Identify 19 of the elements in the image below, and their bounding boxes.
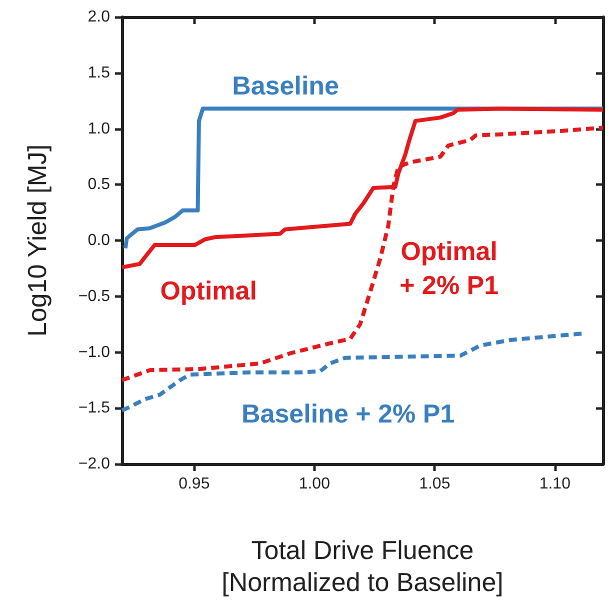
x-tick-label: 0.95 (178, 476, 210, 492)
x-tick-label: 1.05 (419, 476, 450, 492)
y-axis-title: Log10 Yield [MJ] (22, 144, 52, 337)
x-tick-label: 1.00 (298, 476, 330, 492)
y-tick-label: −2.0 (78, 456, 110, 472)
y-tick-label: 1.0 (88, 120, 110, 138)
y-tick-label: −1.5 (78, 400, 110, 417)
x-axis-title: Total Drive Fluence [Normalized to Baseline] (222, 535, 504, 597)
y-tick-label: −1.0 (78, 344, 110, 361)
series-label: Optimal (160, 276, 257, 306)
series-label: Optimal + 2% P1 (400, 236, 499, 300)
y-tick-label: 0.0 (88, 232, 110, 249)
series-label: Baseline (232, 70, 340, 100)
series-label: Baseline + 2% P1 (241, 398, 455, 429)
y-tick-label: 0.5 (88, 176, 110, 194)
y-tick-label: 1.5 (88, 64, 110, 82)
y-tick-label: −0.5 (78, 288, 110, 305)
y-tick-label: 2.0 (88, 8, 110, 26)
x-tick-label: 1.10 (539, 476, 571, 492)
